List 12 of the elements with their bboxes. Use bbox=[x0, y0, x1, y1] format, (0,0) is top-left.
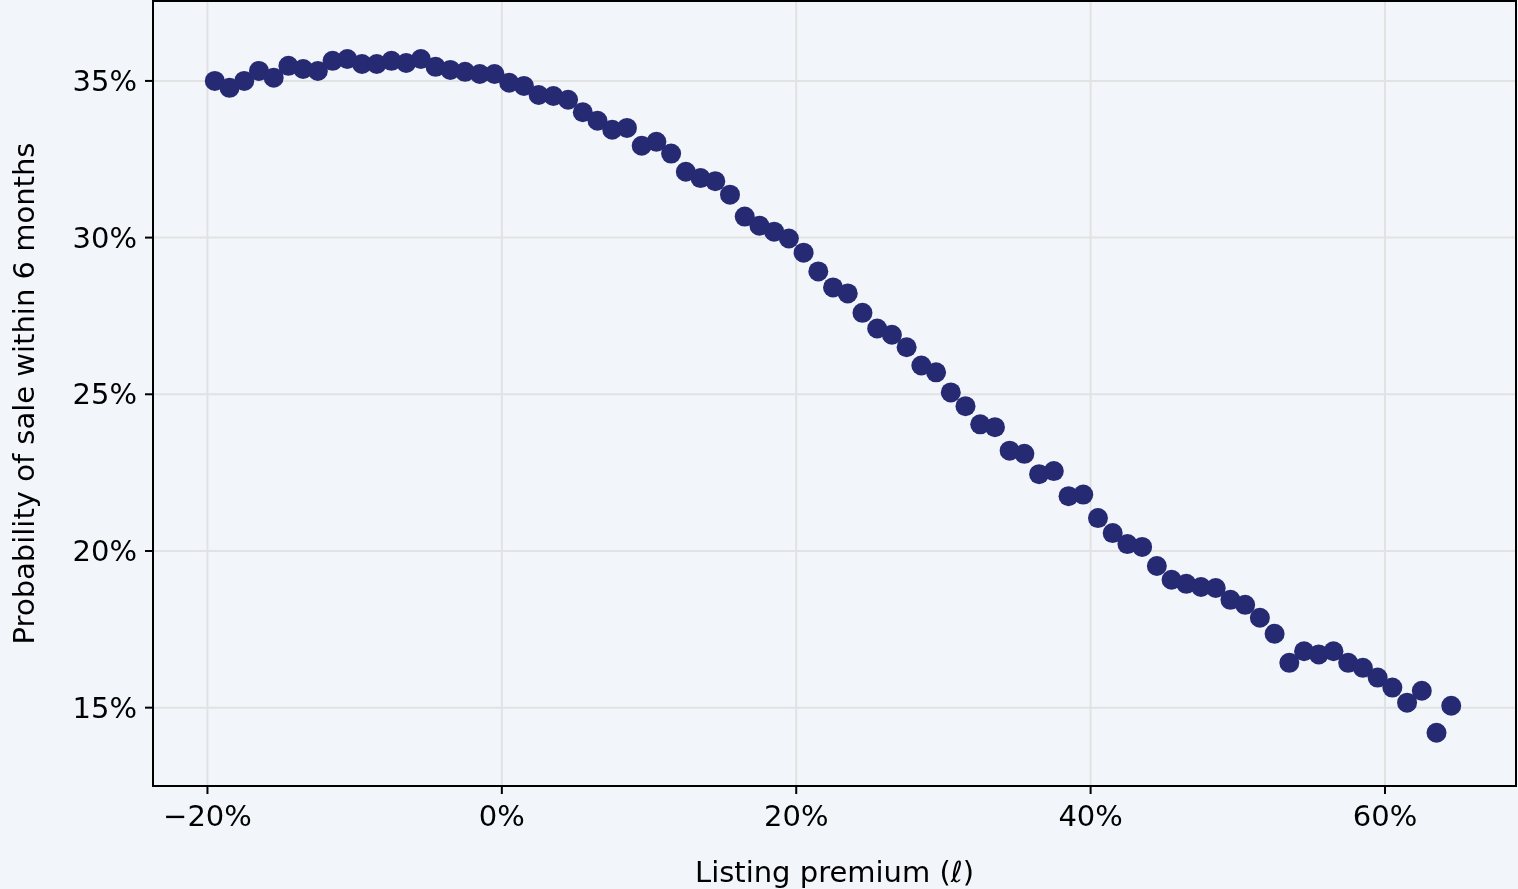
y-tick-label: 25% bbox=[72, 377, 137, 412]
y-tick-label: 30% bbox=[72, 220, 137, 255]
x-tick-label: 0% bbox=[478, 799, 525, 833]
y-tick-label: 15% bbox=[72, 690, 137, 725]
x-tick-label: 60% bbox=[1352, 799, 1418, 833]
y-axis-title: Probability of sale within 6 months bbox=[7, 142, 41, 645]
y-tick-label: 20% bbox=[72, 534, 137, 569]
x-tick-label: 20% bbox=[764, 799, 829, 833]
x-axis-title: Listing premium (ℓ) bbox=[694, 855, 975, 889]
y-tick-label: 35% bbox=[72, 64, 137, 99]
x-tick-label: −20% bbox=[163, 799, 252, 833]
x-tick-label: 40% bbox=[1058, 799, 1123, 833]
